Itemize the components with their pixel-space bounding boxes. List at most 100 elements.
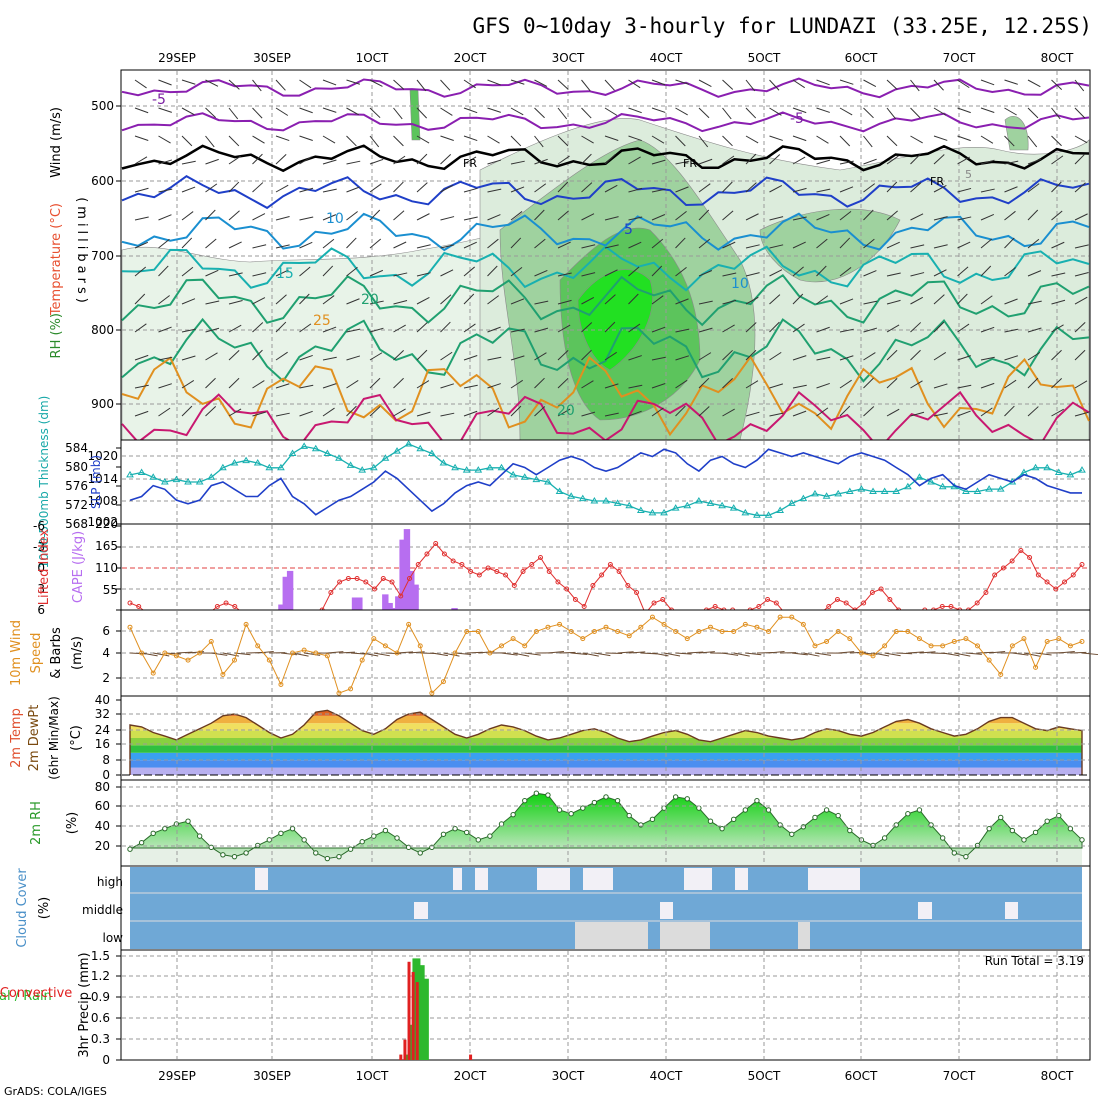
wind-point [1033,664,1039,670]
precip-label-total: Total / Rain [0,989,52,1004]
tick-label: 4 [102,646,110,660]
rh-point [208,844,214,851]
wind-barb [346,107,359,116]
thickness-point [207,473,216,480]
wind-barb [1074,296,1088,305]
wind-barb [1027,135,1038,148]
wind-barb [346,79,360,85]
wind-point [580,636,586,642]
wind-barb [581,380,594,389]
thickness-point [462,466,471,473]
wind-barb [745,79,756,92]
wind-point [812,643,818,649]
thickness-point [393,447,401,454]
wind-barb [369,183,382,193]
wind-barb [1004,210,1016,221]
li-point [476,572,482,578]
wind-barb [816,356,831,361]
tick-label: 6 [102,624,110,638]
wind-barb [440,154,452,165]
wind-speed-line [127,614,1085,696]
slp-label: SLP (mb) [89,455,103,509]
wind-barb [158,326,172,333]
wind-barb [839,405,851,417]
wind-barb [440,216,455,221]
thickness-point [451,463,459,471]
wind-point [847,636,853,642]
slp-lines [126,440,1086,518]
wind-barb [1074,153,1086,165]
wind-barb [1051,408,1064,417]
precip-ticks: 1.5 1.2 0.9 0.6 0.3 0 [91,949,121,1067]
wind-barb [980,107,995,113]
wind-barb [181,380,195,389]
wind-barb [393,377,404,389]
cape-tick: 220 [95,517,118,531]
wind-barb [158,238,170,249]
wind-point [986,657,992,663]
wind-barb [346,328,361,333]
cape-bar [395,596,402,610]
thickness-point [671,504,680,511]
wind-barb [463,135,478,142]
wind-point [208,639,214,645]
wind-barb [346,160,361,165]
precip-total-bar [420,978,429,1060]
wind-barb [957,187,972,193]
wind-barb [369,327,384,333]
tick-label: 6 [37,603,45,617]
precip-conv-bar [469,1054,473,1060]
li-point [363,579,369,585]
wind-point [591,629,597,634]
wind-point [824,639,830,645]
li-point [878,586,884,592]
wind-barb [839,210,852,221]
thickness-point [160,478,169,485]
wind-point [661,621,667,627]
li-point [406,576,412,581]
rh-point [1067,825,1074,832]
temp-grid [122,697,1089,779]
cape-bar [408,570,415,610]
wind-point [359,657,365,663]
wind-barb [346,298,360,305]
wind-barb [534,377,545,389]
wind-barb [534,209,545,221]
date-label-top: 7OCT [943,51,976,65]
wind-barb [651,265,663,277]
tick-label: 0 [102,768,110,782]
rh-point [939,835,946,841]
wind-point [545,624,551,630]
cloud-high [735,868,748,890]
wind-barb [581,135,594,144]
wind-barb [393,107,403,120]
wind-barb [275,269,289,277]
surface-barb [455,652,472,655]
thickness-point [544,478,552,485]
wind-barb [322,135,336,144]
rh-point [800,824,807,830]
wind-barb [886,210,898,221]
thickness-point [578,494,587,502]
wind-barb [816,188,831,193]
wind-barb [487,188,502,193]
rh-point [347,846,354,852]
wind-barb [863,209,874,221]
wind-point [127,624,133,630]
wind-barb [698,352,712,361]
surface-barb [733,652,750,657]
wind-barb [980,79,995,86]
wind-point [731,629,737,634]
slp-ticks: 584 580 576 572 568 1020 1014 1008 1002 [65,441,121,531]
li-point [983,590,989,595]
wind-barb [722,241,736,249]
li-point [494,569,500,574]
surface-barb [884,652,901,657]
wind-barb [957,135,971,142]
thickness-point [1054,468,1063,475]
wind-barb [440,107,453,116]
thickness-line [129,443,1083,516]
wind-barb [722,408,735,417]
wind-barb [816,79,830,86]
li-point [1009,558,1015,564]
